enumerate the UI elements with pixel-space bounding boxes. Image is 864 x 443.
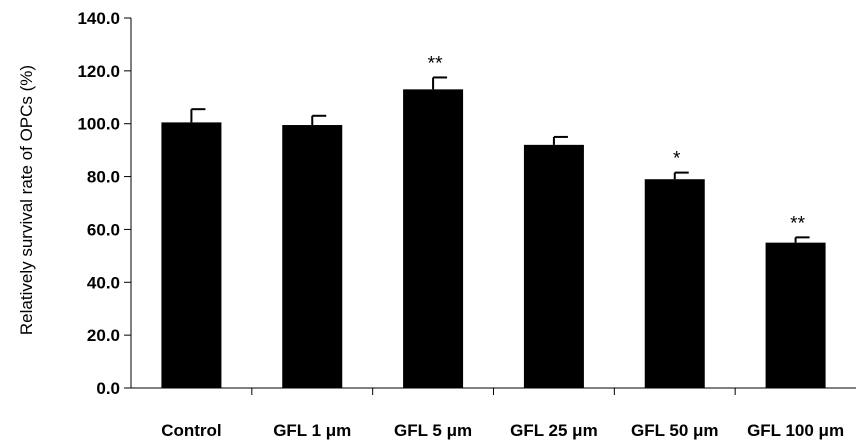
significance-label: * [673, 149, 681, 170]
y-tick-label: 80.0 [87, 168, 120, 187]
y-tick-label: 100.0 [77, 115, 120, 134]
y-tick-label: 20.0 [87, 326, 120, 345]
significance-label: ** [790, 213, 805, 234]
bar [765, 242, 826, 388]
x-tick-label: GFL 25 μm [510, 421, 598, 440]
bar [161, 122, 222, 389]
plot-area: 0.0 20.0 40.0 60.0 80.0 100.0 120.0 140.0 Contro… [77, 9, 856, 440]
y-tick-label: 0.0 [96, 379, 120, 398]
y-tick-label: 40.0 [87, 273, 120, 292]
bar [403, 89, 464, 388]
y-tick-label: 60.0 [87, 220, 120, 239]
significance-label: ** [428, 53, 443, 74]
y-tick-label: 140.0 [77, 9, 120, 28]
bar [282, 125, 343, 389]
x-tick-label: GFL 50 μm [631, 421, 719, 440]
bar [523, 144, 584, 388]
x-tick-label: GFL 1 μm [273, 421, 351, 440]
bar [644, 179, 705, 388]
y-tick-label: 120.0 [77, 62, 120, 81]
x-tick-label: Control [161, 421, 221, 440]
x-tick-label: GFL 100 μm [747, 421, 844, 440]
x-tick-label: GFL 5 μm [394, 421, 472, 440]
y-axis-title: Relatively survival rate of OPCs (%) [17, 65, 36, 335]
